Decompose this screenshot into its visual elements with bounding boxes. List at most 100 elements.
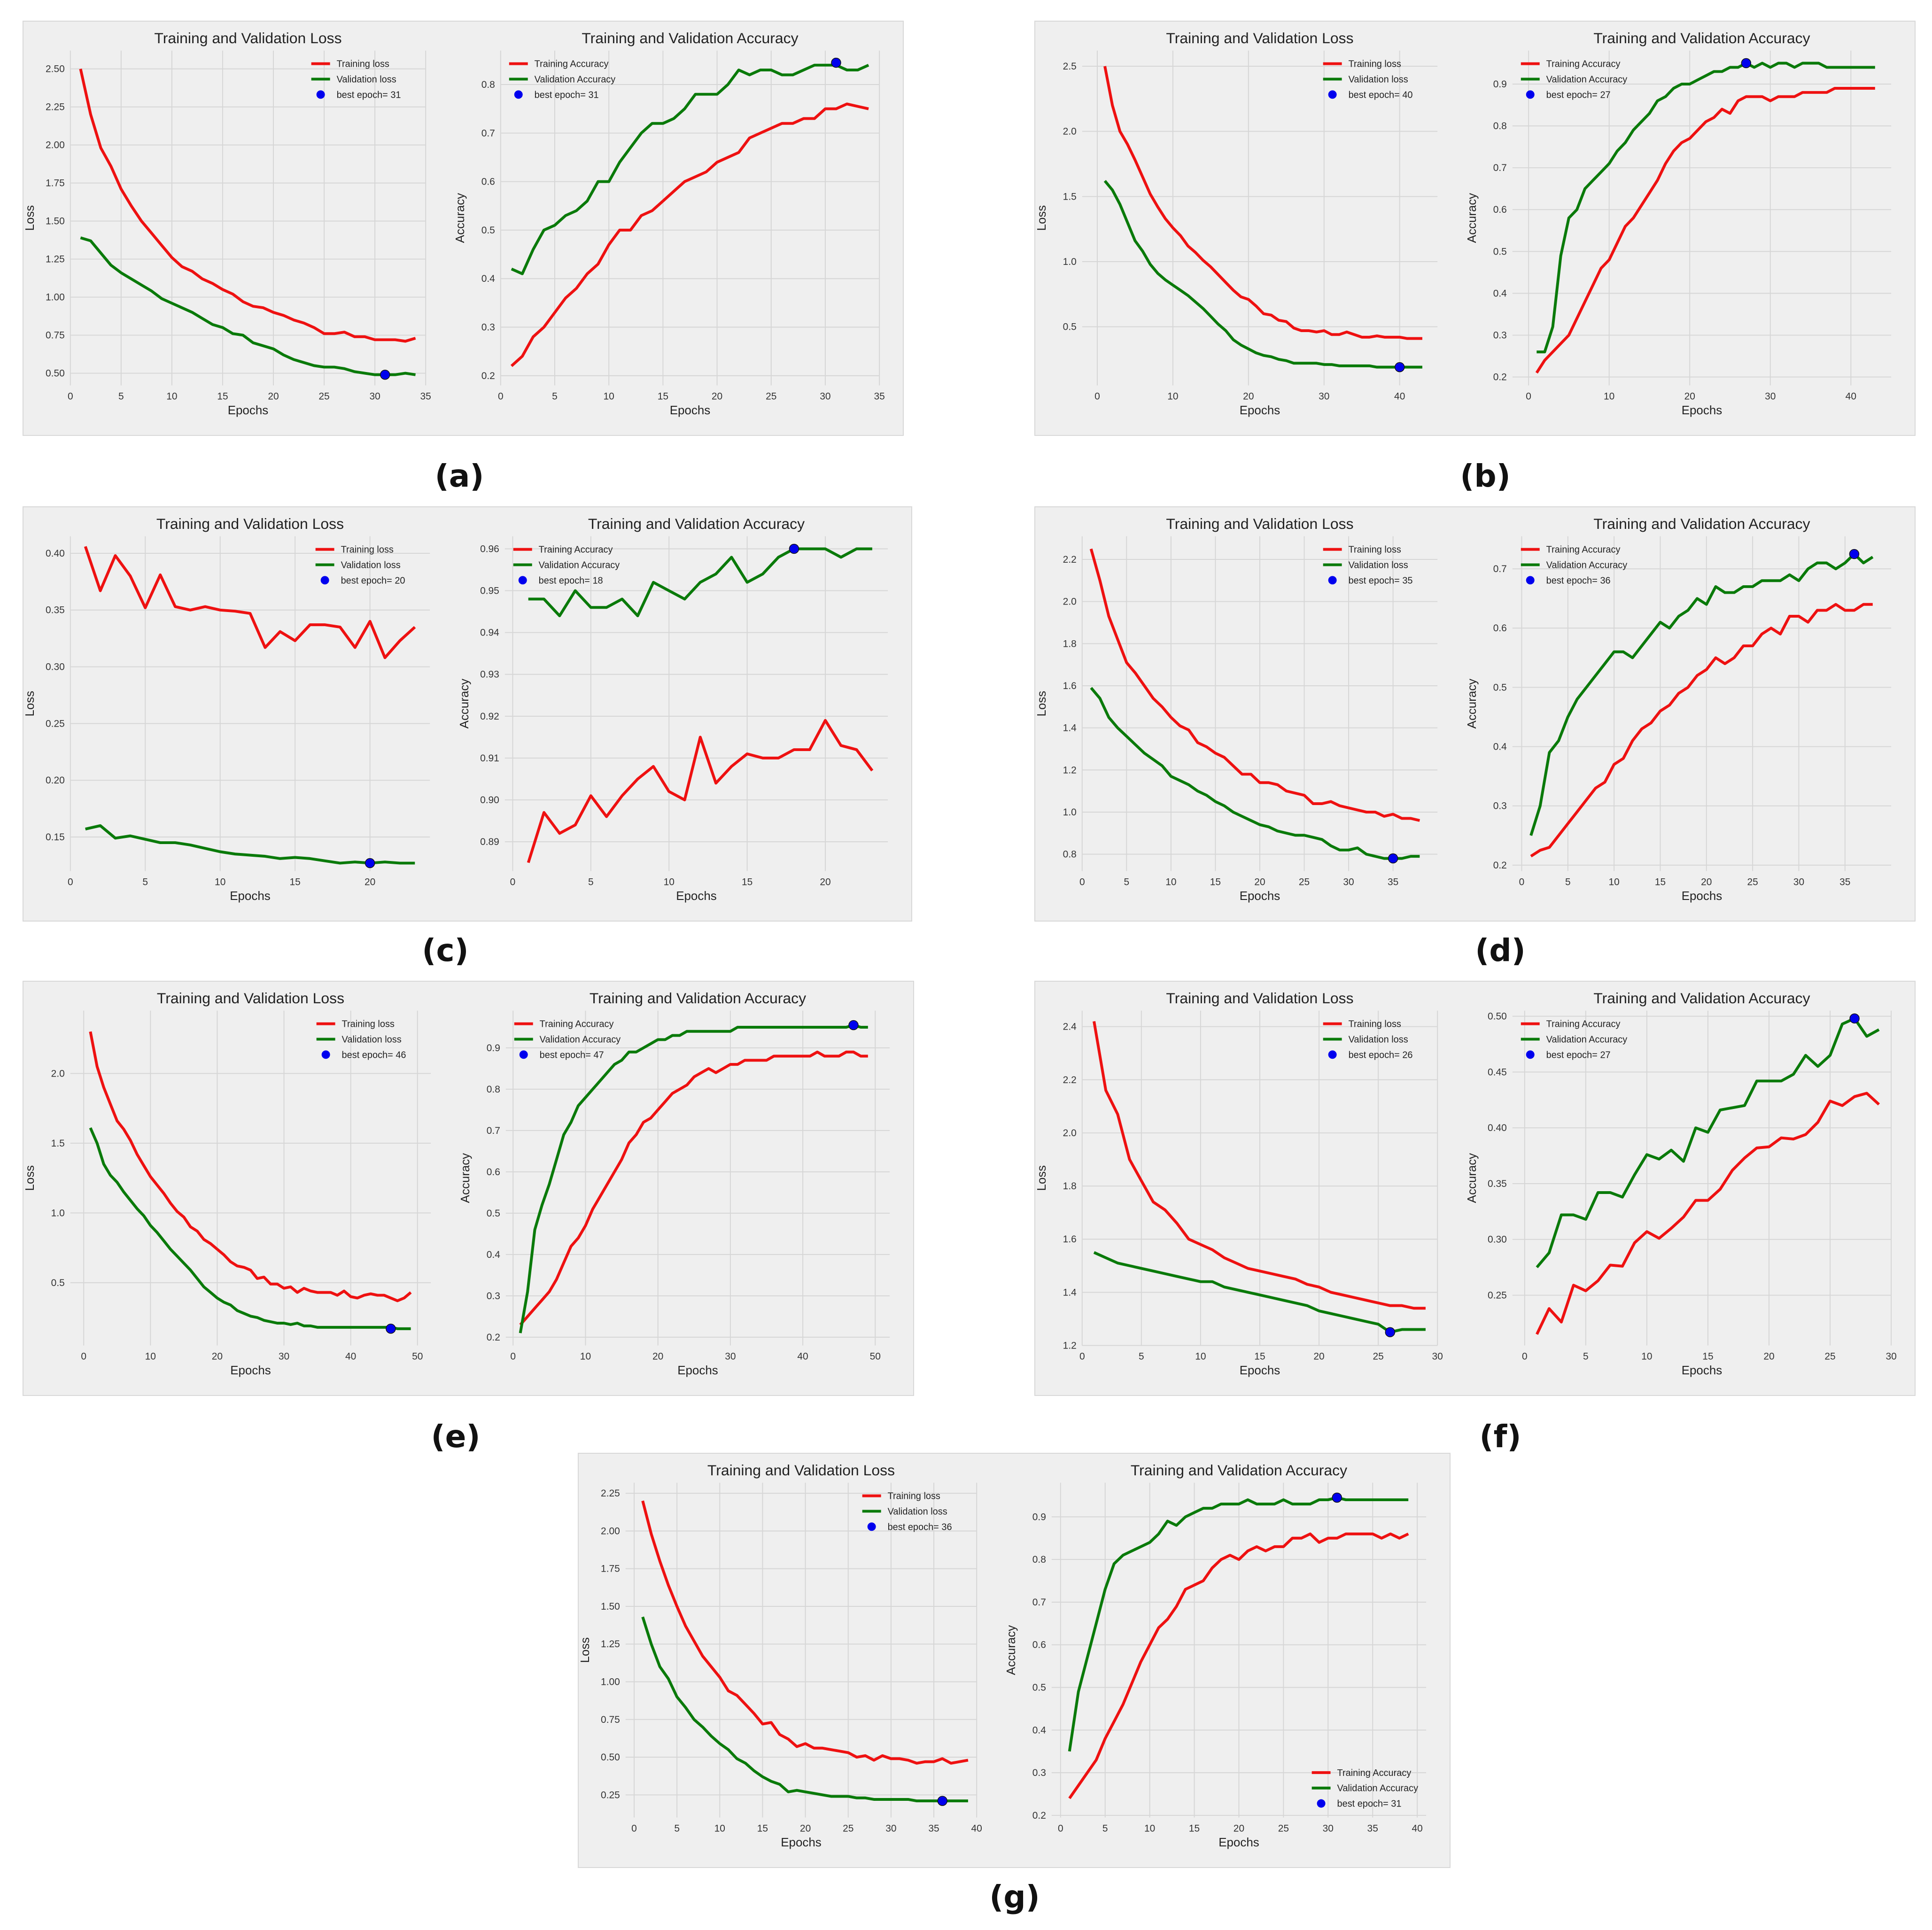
figure-panel-a: 0 5 10 15 20 25 30 35 0.50 0.75 1.00 1.25 1.50 1.75 2.…: [23, 21, 904, 436]
x-tick-label: 0: [1519, 876, 1525, 887]
legend-label: best epoch= 26: [1349, 1050, 1413, 1060]
y-tick-label: 0.4: [1032, 1725, 1046, 1736]
best-epoch-marker: [1741, 58, 1752, 69]
y-tick-label: 1.2: [1063, 1340, 1077, 1351]
y-tick-label: 0.4: [481, 273, 495, 284]
x-tick-label: 15: [1254, 1351, 1265, 1362]
loss-legend: Training loss Validation loss best epoch= …: [316, 1019, 406, 1060]
x-tick-label: 20: [800, 1823, 811, 1834]
y-tick-label: 0.7: [1032, 1597, 1046, 1608]
y-tick-label: 1.75: [601, 1564, 620, 1574]
y-tick-label: 0.2: [1493, 372, 1507, 383]
legend-label: best epoch= 31: [1337, 1799, 1402, 1809]
accuracy-legend: Training Accuracy Validation Accuracy best…: [1521, 545, 1628, 586]
x-tick-label: 30: [1765, 391, 1776, 402]
y-tick-label: 0.3: [1493, 801, 1507, 812]
y-tick-label: 0.95: [480, 586, 499, 597]
y-tick-label: 0.7: [1493, 564, 1507, 574]
panel-label-b: (b): [1460, 458, 1511, 494]
y-axis-label: Loss: [23, 1165, 37, 1191]
x-tick-label: 40: [971, 1823, 982, 1834]
x-tick-label: 0: [81, 1351, 86, 1362]
x-tick-label: 20: [820, 876, 830, 887]
x-tick-label: 25: [766, 391, 776, 402]
accuracy-subplot: 0 5 10 15 20 25 30 0.25 0.30 0.35 0.40 0.45 0.50 Trai…: [1466, 990, 1897, 1377]
loss-subplot: 0 10 20 30 40 0.5 1.0 1.5 2.0 2.5 Training and Val…: [1035, 30, 1438, 417]
y-tick-label: 0.35: [1488, 1178, 1507, 1189]
legend-label: Validation Accuracy: [1546, 560, 1628, 570]
accuracy-subplot: 0 10 20 30 40 50 0.2 0.3 0.4 0.5 0.6 0.7 0.8 0.9 Train…: [459, 990, 890, 1377]
y-tick-label: 0.75: [601, 1714, 620, 1725]
best-epoch-marker: [365, 858, 375, 868]
legend-label: Validation loss: [341, 560, 401, 570]
legend-label: best epoch= 20: [341, 575, 405, 586]
y-tick-label: 2.0: [1063, 597, 1077, 607]
y-tick-label: 0.30: [1488, 1234, 1507, 1245]
x-tick-label: 15: [217, 391, 228, 402]
x-tick-label: 40: [1846, 391, 1856, 402]
validation-accuracy-line: [1529, 552, 1874, 836]
loss-legend: Training loss Validation loss best epoch= …: [1323, 59, 1413, 100]
legend-label: Training Accuracy: [535, 59, 609, 70]
training-accuracy-line: [1536, 1092, 1880, 1335]
panel-label-a: (a): [435, 458, 484, 494]
figure-panel-f: 0 5 10 15 20 25 30 1.2 1.4 1.6 1.8 2.0 2.2 2.4 Trainin…: [1034, 981, 1916, 1396]
legend-marker-swatch: [514, 90, 523, 99]
x-tick-label: 40: [1412, 1823, 1422, 1834]
x-axis-label: Epochs: [230, 890, 271, 903]
loss-legend: Training loss Validation loss best epoch= …: [315, 545, 405, 586]
legend-marker-swatch: [1328, 90, 1337, 99]
y-tick-label: 1.5: [51, 1138, 65, 1149]
figure-panel-d: 0 5 10 15 20 25 30 35 0.8 1.0 1.2 1.4 1.6 1.8 2.0 2.2 Tr…: [1034, 506, 1916, 922]
training-accuracy-line: [527, 719, 874, 863]
y-tick-label: 1.50: [46, 216, 65, 227]
y-tick-label: 0.25: [601, 1790, 620, 1800]
x-tick-label: 0: [510, 1351, 516, 1362]
y-tick-label: 0.3: [481, 322, 495, 333]
x-tick-label: 35: [1839, 876, 1850, 887]
y-tick-label: 0.8: [1032, 1554, 1046, 1565]
y-tick-label: 1.0: [1063, 807, 1077, 818]
legend-label: best epoch= 40: [1349, 90, 1413, 100]
x-axis-label: Epochs: [1682, 404, 1723, 417]
y-tick-label: 0.8: [481, 79, 495, 90]
y-tick-label: 2.0: [51, 1068, 65, 1079]
x-tick-label: 10: [166, 391, 177, 402]
y-tick-label: 2.4: [1063, 1022, 1077, 1032]
x-axis-label: Epochs: [1240, 890, 1280, 903]
y-tick-label: 0.91: [480, 753, 499, 764]
x-tick-label: 25: [1278, 1823, 1289, 1834]
accuracy-chart-title: Training and Validation Accuracy: [1593, 30, 1810, 47]
y-tick-label: 2.2: [1063, 1075, 1077, 1085]
y-axis-label: Loss: [1035, 1165, 1048, 1191]
legend-label: Training Accuracy: [1546, 59, 1621, 70]
y-tick-label: 0.25: [1488, 1290, 1507, 1301]
x-axis-label: Epochs: [1240, 404, 1280, 417]
accuracy-chart-title: Training and Validation Accuracy: [588, 515, 805, 532]
x-tick-label: 0: [1079, 1351, 1085, 1362]
y-tick-label: 0.40: [1488, 1123, 1507, 1133]
panel-d-svg: 0 5 10 15 20 25 30 35 0.8 1.0 1.2 1.4 1.6 1.8 2.0 2.2 Tr…: [1035, 515, 1892, 903]
x-tick-label: 30: [885, 1823, 896, 1834]
validation-accuracy-line: [1068, 1496, 1409, 1752]
loss-subplot: 0 5 10 15 20 25 30 35 0.50 0.75 1.00 1.25 1.50 1.75 2.…: [23, 30, 431, 417]
best-epoch-marker: [848, 1020, 859, 1031]
x-tick-label: 0: [498, 391, 504, 402]
y-tick-label: 0.50: [1488, 1011, 1507, 1022]
x-tick-label: 25: [1747, 876, 1758, 887]
x-tick-label: 15: [742, 876, 753, 887]
best-epoch-marker: [1849, 1013, 1860, 1024]
legend-marker-swatch: [1317, 1799, 1326, 1808]
legend-label: Validation Accuracy: [540, 1034, 621, 1045]
y-axis-label: Accuracy: [454, 193, 467, 243]
x-tick-label: 15: [289, 876, 300, 887]
y-tick-label: 0.2: [487, 1332, 500, 1343]
panel-label-c: (c): [422, 932, 469, 969]
legend-label: best epoch= 31: [535, 90, 599, 100]
x-tick-label: 20: [365, 876, 375, 887]
x-tick-label: 40: [345, 1351, 356, 1362]
x-tick-label: 35: [1367, 1823, 1378, 1834]
accuracy-legend: Training Accuracy Validation Accuracy best…: [509, 59, 615, 100]
y-tick-label: 0.15: [46, 832, 65, 843]
accuracy-chart-title: Training and Validation Accuracy: [1131, 1462, 1347, 1479]
